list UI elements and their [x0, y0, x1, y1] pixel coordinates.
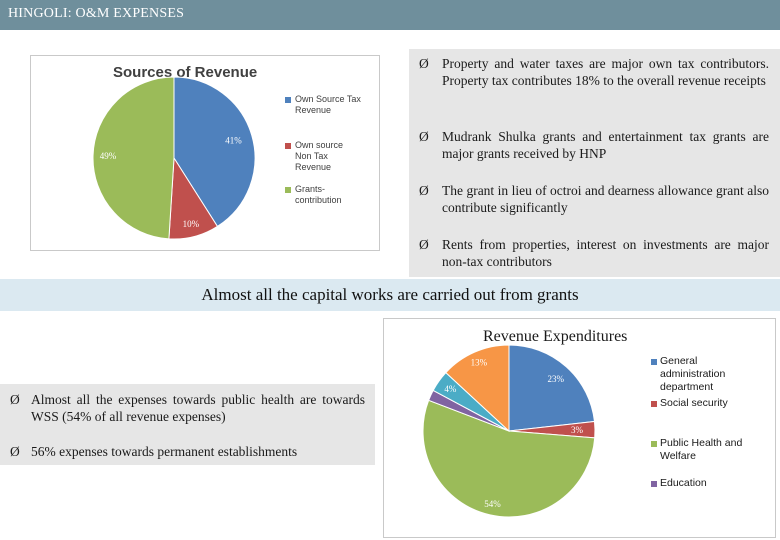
pie2-data-label-5: 13% — [471, 357, 488, 367]
legend-label-non-tax-1: Own source — [295, 140, 344, 150]
revenue-expenditures-pie: 23% 3% 54% 4% 13% — [422, 344, 596, 518]
top-bullet-4-text: Rents from properties, interest on inves… — [442, 237, 769, 269]
legend-label-public-health-2: Welfare — [660, 450, 696, 462]
header-bar: HINGOLI: O&M EXPENSES — [0, 0, 780, 30]
top-bullet-2: Ø Mudrank Shulka grants and entertainmen… — [419, 128, 769, 162]
bottom-bullet-2-text: 56% expenses towards permanent establish… — [31, 444, 298, 459]
top-bullet-1: Ø Property and water taxes are major own… — [419, 55, 769, 89]
legend-label-general-admin-1: General — [660, 355, 698, 367]
pie2-slice-2 — [422, 399, 596, 518]
legend-swatch-non-tax — [285, 143, 291, 149]
bullet-arrow-icon: Ø — [419, 129, 429, 144]
legend-label-general-admin-2: administration — [660, 368, 726, 380]
page-title: HINGOLI: O&M EXPENSES — [8, 6, 185, 21]
top-bullet-4: Ø Rents from properties, interest on inv… — [419, 236, 769, 270]
top-bullet-1-text: Property and water taxes are major own t… — [442, 56, 769, 88]
top-bullet-3-text: The grant in lieu of octroi and dearness… — [442, 183, 769, 215]
pie1-data-label-1: 10% — [183, 219, 200, 229]
bottom-bullet-1: Ø Almost all the expenses towards public… — [10, 391, 365, 425]
bullet-arrow-icon: Ø — [419, 237, 429, 252]
pie2-data-label-4: 4% — [444, 384, 457, 394]
bottom-bullets-box: Ø Almost all the expenses towards public… — [0, 384, 375, 465]
legend-label-own-tax-1: Own Source Tax — [295, 94, 361, 104]
revenue-expenditures-chart-title: Revenue Expenditures — [483, 328, 628, 345]
legend-label-education: Education — [660, 477, 707, 489]
bullet-arrow-icon: Ø — [419, 56, 429, 71]
legend-swatch-general-admin — [651, 359, 657, 365]
pie2-slice-5 — [445, 344, 510, 433]
legend-swatch-public-health — [651, 441, 657, 447]
bottom-bullet-1-text: Almost all the expenses towards public h… — [31, 392, 365, 424]
legend-label-own-tax-2: Revenue — [295, 105, 332, 115]
legend-swatch-education — [651, 481, 657, 487]
top-bullets-box: Ø Property and water taxes are major own… — [409, 49, 780, 277]
legend-swatch-own-tax — [285, 97, 291, 103]
bottom-bullet-2: Ø 56% expenses towards permanent establi… — [10, 443, 365, 460]
legend-label-non-tax-2: Non Tax — [295, 151, 328, 161]
legend-label-public-health-1: Public Health and — [660, 437, 743, 449]
pie2-data-label-2: 54% — [484, 499, 501, 509]
top-bullet-3: Ø The grant in lieu of octroi and dearne… — [419, 182, 769, 216]
capital-works-band: Almost all the capital works are carried… — [0, 279, 780, 311]
revenue-sources-pie: 41% 10% 49% — [92, 76, 256, 240]
pie2-data-label-1: 3% — [571, 425, 584, 435]
pie1-data-label-0: 41% — [225, 136, 242, 146]
legend-label-general-admin-3: department — [660, 381, 714, 393]
legend-label-non-tax-3: Revenue — [295, 162, 332, 172]
bullet-arrow-icon: Ø — [10, 444, 20, 459]
pie1-data-label-2: 49% — [100, 151, 117, 161]
capital-works-text: Almost all the capital works are carried… — [201, 285, 579, 304]
bullet-arrow-icon: Ø — [419, 183, 429, 198]
revenue-sources-chart-panel: Sources of Revenue 41% 10% 49% Own Source … — [30, 55, 380, 251]
legend-swatch-social-security — [651, 401, 657, 407]
revenue-expenditures-chart-panel: Revenue Expenditures 23% 3% 54% 4% 13% Gener… — [383, 318, 776, 538]
revenue-sources-chart-title: Sources of Revenue — [113, 64, 258, 81]
legend-label-social-security: Social security — [660, 397, 728, 409]
pie1-slice-2 — [92, 76, 175, 240]
pie2-data-label-0: 23% — [547, 374, 564, 384]
bullet-arrow-icon: Ø — [10, 392, 20, 407]
legend-label-grants-2: contribution — [295, 195, 342, 205]
legend-swatch-grants — [285, 187, 291, 193]
pie2-slice-0 — [508, 344, 596, 432]
top-bullet-2-text: Mudrank Shulka grants and entertainment … — [442, 129, 769, 161]
legend-label-grants-1: Grants- — [295, 184, 326, 194]
